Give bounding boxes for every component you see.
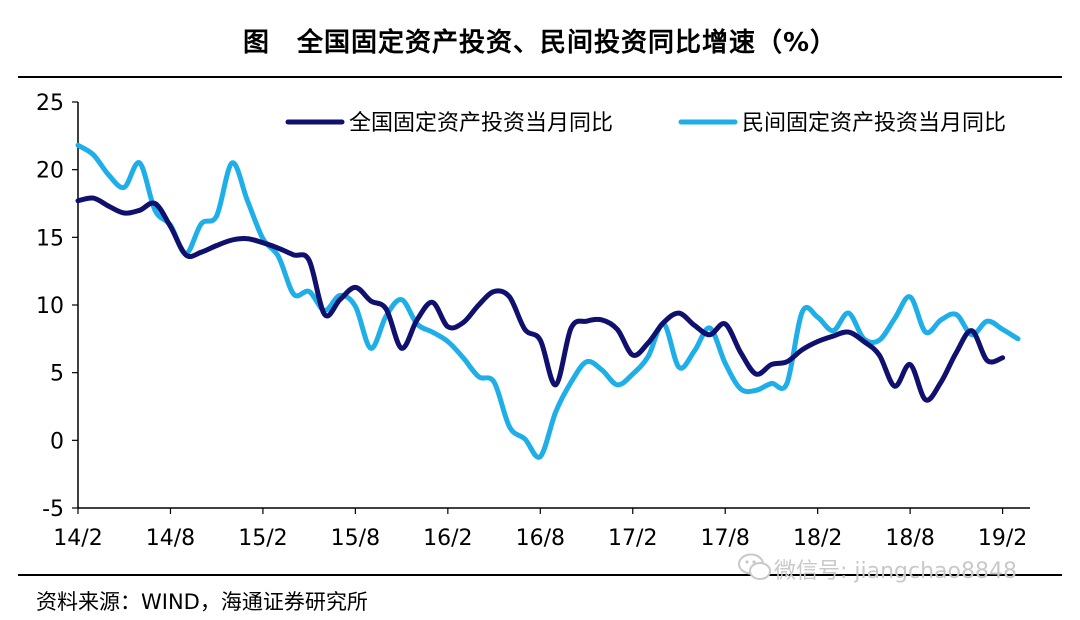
y-tick-label: 5 bbox=[50, 362, 64, 387]
x-tick-label: 18/2 bbox=[793, 526, 842, 551]
wechat-icon bbox=[738, 553, 771, 580]
series-line-national bbox=[75, 195, 1006, 403]
footer-divider bbox=[18, 574, 1062, 576]
x-tick-label: 16/8 bbox=[516, 526, 565, 551]
x-tick-label: 15/2 bbox=[238, 526, 287, 551]
x-tick-label: 16/2 bbox=[423, 526, 472, 551]
x-tick-label: 18/8 bbox=[885, 526, 934, 551]
x-tick-label: 19/2 bbox=[978, 526, 1027, 551]
x-tick-label: 17/2 bbox=[608, 526, 657, 551]
legend-label: 全国固定资产投资当月同比 bbox=[349, 111, 613, 136]
title-bar: 图 全国固定资产投资、民间投资同比增速（%） bbox=[18, 0, 1062, 78]
watermark: 微信号: jiangchao8848 bbox=[738, 553, 1017, 585]
chart-title: 图 全国固定资产投资、民间投资同比增速（%） bbox=[242, 28, 838, 58]
x-tick-label: 14/2 bbox=[53, 526, 102, 551]
y-tick-label: 25 bbox=[36, 91, 64, 116]
y-tick-label: 15 bbox=[36, 226, 64, 251]
y-tick-label: -5 bbox=[42, 497, 64, 522]
x-tick-label: 14/8 bbox=[146, 526, 195, 551]
series-line-private bbox=[75, 142, 1021, 460]
x-tick-label: 17/8 bbox=[701, 526, 750, 551]
y-tick-label: 0 bbox=[50, 429, 64, 454]
source-note: 资料来源：WIND，海通证券研究所 bbox=[36, 590, 368, 614]
y-tick-label: 20 bbox=[36, 159, 64, 184]
x-tick-label: 15/8 bbox=[331, 526, 380, 551]
y-tick-label: 10 bbox=[36, 294, 64, 319]
watermark-text: 微信号: jiangchao8848 bbox=[774, 559, 1017, 584]
legend-label: 民间固定资产投资当月同比 bbox=[742, 111, 1006, 136]
